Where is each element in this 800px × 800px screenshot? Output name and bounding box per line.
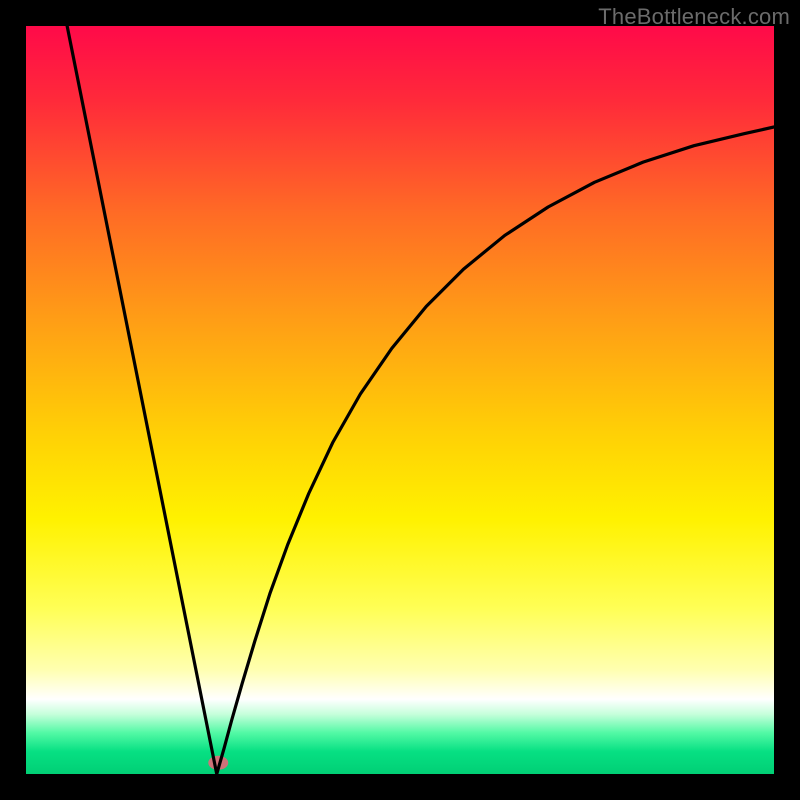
chart-stage: TheBottleneck.com bbox=[0, 0, 800, 800]
chart-svg bbox=[0, 0, 800, 800]
plot-background bbox=[26, 26, 774, 774]
